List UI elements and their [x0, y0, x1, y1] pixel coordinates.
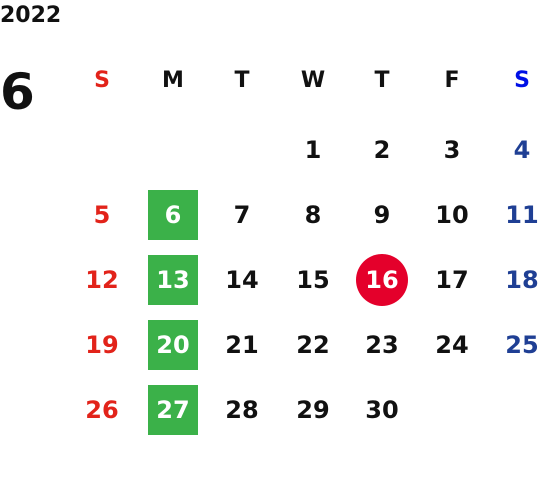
date: 3	[443, 136, 461, 164]
date: 4	[513, 136, 531, 164]
date: 20	[148, 320, 198, 370]
weekday-label: W	[300, 67, 326, 93]
date: 26	[85, 396, 119, 424]
date: 5	[93, 201, 111, 229]
weekday-label: M	[162, 67, 184, 93]
date: 2	[373, 136, 391, 164]
date: 25	[505, 331, 539, 359]
date: 6	[148, 190, 198, 240]
date: 17	[435, 266, 469, 294]
date: 29	[296, 396, 330, 424]
date: 18	[505, 266, 539, 294]
weekday-label: T	[234, 67, 250, 93]
date: 14	[225, 266, 259, 294]
date: 24	[435, 331, 469, 359]
date: 19	[85, 331, 119, 359]
date: 13	[148, 255, 198, 305]
date: 30	[365, 396, 399, 424]
date: 9	[373, 201, 391, 229]
weekday-label: S	[514, 67, 530, 93]
today-date: 16	[356, 254, 408, 306]
date: 28	[225, 396, 259, 424]
date: 10	[435, 201, 469, 229]
date: 21	[225, 331, 259, 359]
date: 1	[304, 136, 322, 164]
date: 8	[304, 201, 322, 229]
date: 11	[505, 201, 539, 229]
date: 7	[233, 201, 251, 229]
date: 22	[296, 331, 330, 359]
weekday-label: T	[374, 67, 390, 93]
weekday-label: S	[94, 67, 110, 93]
weekday-label: F	[444, 67, 460, 93]
date: 15	[296, 266, 330, 294]
date: 23	[365, 331, 399, 359]
date: 27	[148, 385, 198, 435]
year: 2022	[0, 3, 62, 28]
month: 6	[0, 63, 35, 121]
date: 12	[85, 266, 119, 294]
